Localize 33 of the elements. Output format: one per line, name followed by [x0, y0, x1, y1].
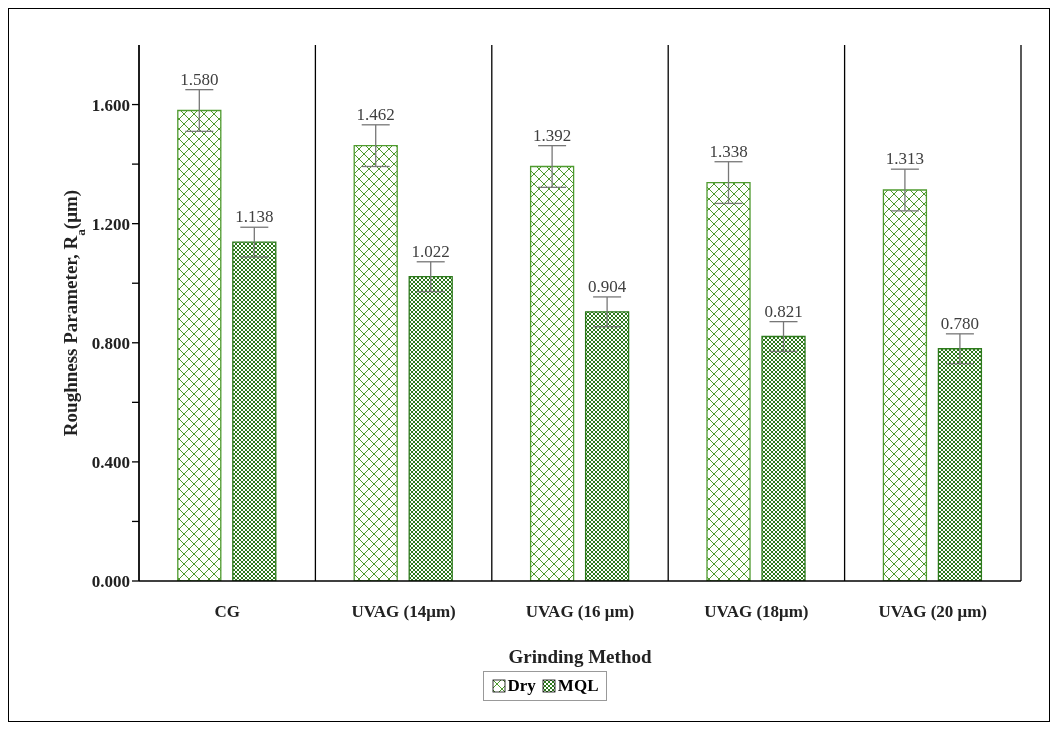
x-tick-label: UVAG (20 μm)	[878, 602, 988, 622]
y-tick-label: 1.200	[91, 214, 130, 234]
data-label: 1.338	[709, 141, 748, 161]
x-tick-label: UVAG (14μm)	[351, 602, 456, 622]
x-tick-label: UVAG (18μm)	[704, 602, 809, 622]
bar	[761, 335, 806, 581]
data-label: 1.392	[532, 125, 572, 145]
y-tick-label: 0.000	[91, 572, 130, 592]
bar	[882, 189, 928, 581]
bar	[529, 165, 575, 581]
y-tick-label: 0.800	[91, 333, 130, 353]
x-axis-title: Grinding Method	[508, 646, 652, 667]
bar	[353, 145, 398, 581]
data-label: 1.022	[411, 241, 450, 261]
data-label: 1.580	[180, 69, 219, 89]
data-label: 0.780	[940, 313, 980, 333]
bar	[937, 348, 983, 581]
data-label: 0.821	[764, 301, 803, 321]
bar	[177, 109, 222, 581]
data-label: 1.138	[235, 207, 274, 227]
data-label: 1.462	[356, 104, 395, 124]
bar	[232, 241, 277, 581]
y-tick-label: 0.400	[91, 452, 130, 472]
bar	[706, 181, 751, 581]
bar	[408, 276, 453, 581]
x-tick-label: UVAG (16 μm)	[525, 602, 635, 622]
bar	[584, 311, 630, 581]
legend-label: MQL	[556, 676, 599, 696]
data-label: 1.313	[885, 149, 925, 169]
x-tick-label: CG	[214, 602, 240, 622]
y-tick-label: 1.600	[91, 95, 130, 115]
data-label: 0.904	[587, 276, 627, 296]
legend-label: Dry	[506, 676, 536, 696]
